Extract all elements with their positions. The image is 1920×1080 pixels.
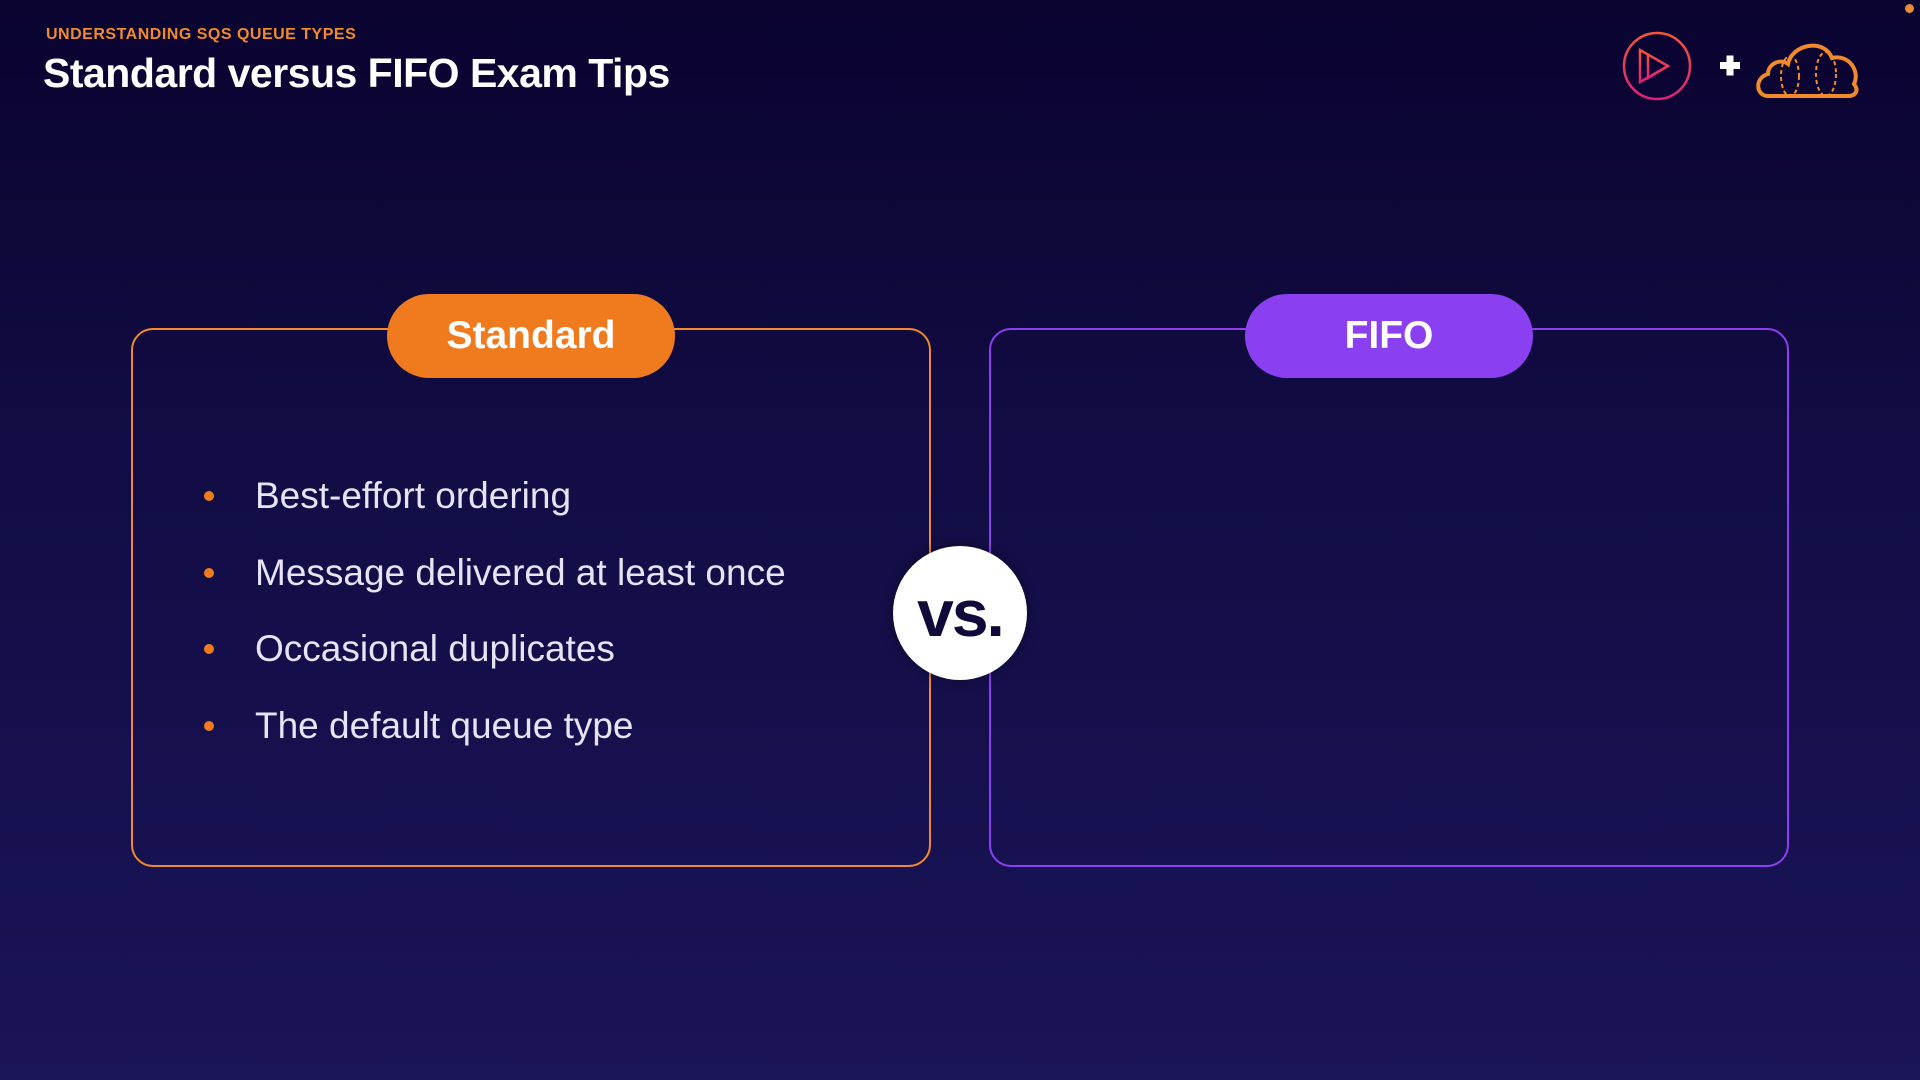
list-item: The default queue type bbox=[200, 688, 786, 765]
list-item-text: Best-effort ordering bbox=[255, 475, 572, 517]
page-title: Standard versus FIFO Exam Tips bbox=[43, 50, 670, 96]
list-item: Best-effort ordering bbox=[200, 458, 786, 535]
logos bbox=[1618, 28, 1888, 113]
indicator-dot bbox=[1905, 4, 1914, 13]
vs-badge: vs. bbox=[893, 546, 1027, 680]
pluralsight-play-icon bbox=[1622, 31, 1692, 101]
bullet-icon bbox=[204, 644, 214, 655]
fifo-panel bbox=[989, 328, 1789, 867]
bullet-icon bbox=[204, 720, 214, 731]
fifo-label: FIFO bbox=[1245, 294, 1533, 378]
list-item-text: The default queue type bbox=[255, 704, 634, 746]
list-item: Message delivered at least once bbox=[200, 535, 786, 612]
standard-list: Best-effort ordering Message delivered a… bbox=[200, 458, 786, 764]
bullet-icon bbox=[204, 491, 214, 502]
list-item-text: Occasional duplicates bbox=[255, 628, 615, 670]
plus-icon bbox=[1720, 55, 1740, 76]
standard-label: Standard bbox=[387, 294, 675, 378]
bullet-icon bbox=[204, 567, 214, 578]
cloud-icon bbox=[1756, 43, 1859, 98]
list-item: Occasional duplicates bbox=[200, 611, 786, 688]
list-item-text: Message delivered at least once bbox=[255, 551, 786, 593]
section-kicker: UNDERSTANDING SQS QUEUE TYPES bbox=[46, 26, 357, 43]
